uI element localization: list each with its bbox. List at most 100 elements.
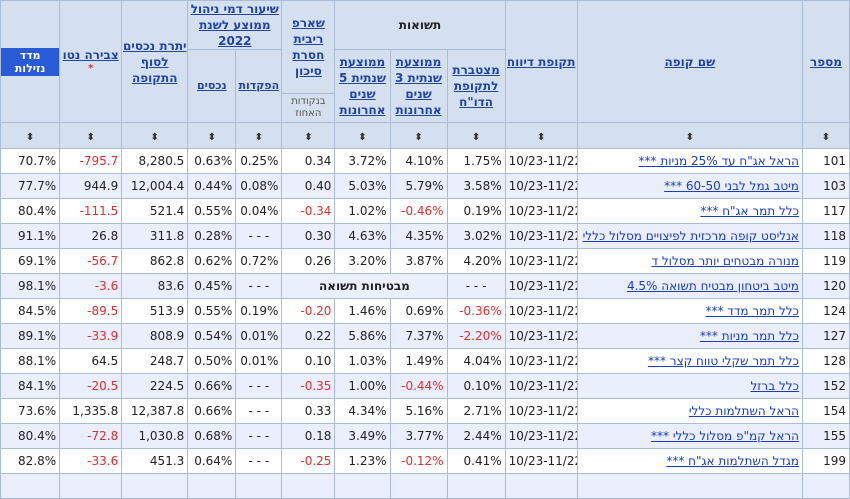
sharpe-ratio: 0.30 — [281, 223, 336, 249]
table-row: 154 הראל השתלמות כללי 10/23-11/22 2.71% 5.16… — [0, 398, 850, 424]
fund-number — [801, 473, 850, 499]
return-cumulative: 2.44% — [446, 423, 506, 449]
fee-assets: 0.55% — [187, 198, 237, 224]
fee-assets: 0.44% — [187, 173, 237, 199]
net-flow: 944.9 — [59, 173, 123, 199]
sharpe-ratio: -0.35 — [281, 373, 336, 399]
sort-avg3-icon[interactable]: ⬍ — [389, 122, 448, 149]
sort-liquidity-icon[interactable]: ⬍ — [0, 122, 61, 149]
fund-name-cell: הראל קמ"פ מסלול כללי *** — [576, 423, 803, 449]
fund-name-cell: כלל תמר מדד *** — [576, 298, 803, 324]
net-flow: -33.6 — [59, 448, 123, 474]
return-cumulative: 2.71% — [446, 398, 506, 424]
report-period: 10/23-11/22 — [504, 248, 578, 274]
sort-avg5-icon[interactable]: ⬍ — [334, 122, 391, 149]
col-period[interactable]: תקופת דיווח — [504, 0, 578, 123]
fee-assets: 0.28% — [187, 223, 237, 249]
fund-name-link[interactable]: מגדל השתלמות אג"ח *** — [666, 454, 799, 468]
fee-assets: 0.55% — [187, 298, 237, 324]
sharpe-ratio: 0.26 — [281, 248, 336, 274]
sort-sharpe-icon[interactable]: ⬍ — [281, 122, 336, 149]
fund-name-cell: אנליסט קופה מרכזית לפיצויים מסלול כללי — [576, 223, 803, 249]
sort-cum-icon[interactable]: ⬍ — [446, 122, 506, 149]
sort-arrows-icon: ⬍ — [207, 131, 216, 143]
fund-name-link[interactable]: כלל ברזל — [750, 379, 799, 393]
fund-number: 127 — [801, 323, 850, 349]
sort-name-icon[interactable]: ⬍ — [576, 122, 803, 149]
fund-name-cell: כלל תמר אג"ח *** — [576, 198, 803, 224]
sharpe-ratio — [281, 473, 336, 499]
required-star-icon: * — [88, 62, 94, 74]
return-avg-3y: 7.37% — [389, 323, 448, 349]
col-fees[interactable]: שיעור דמי ניהול ממוצע לשנת 2022 — [187, 0, 283, 50]
fund-name-cell: הראל אג"ח עד 25% מניות *** — [576, 148, 803, 174]
col-cumulative[interactable]: מצטברת לתקופת הדו"ח — [446, 49, 506, 123]
return-avg-5y: 4.63% — [334, 223, 391, 249]
fund-name-link[interactable]: הראל קמ"פ מסלול כללי *** — [651, 429, 799, 443]
fee-assets: 0.54% — [187, 323, 237, 349]
sort-arrows-icon: ⬍ — [471, 131, 481, 143]
sort-netflow-icon[interactable]: ⬍ — [59, 122, 123, 149]
sharpe-unit-label: בנקודות האחוז — [281, 93, 336, 123]
return-avg-5y: 3.49% — [334, 423, 391, 449]
total-assets: 12,004.4 — [121, 173, 189, 199]
report-period: 10/23-11/22 — [504, 348, 578, 374]
col-liquidity[interactable]: מדד נזילות — [0, 0, 61, 123]
table-row: 117 כלל תמר אג"ח *** 10/23-11/22 0.19% -0.46… — [0, 198, 850, 224]
fund-name-link[interactable]: אנליסט קופה מרכזית לפיצויים מסלול כללי — [582, 229, 799, 243]
liquidity-index: 77.7% — [0, 173, 61, 199]
total-assets: 224.5 — [121, 373, 189, 399]
sort-arrows-icon: ⬍ — [304, 131, 313, 143]
fund-name-link[interactable]: כלל תמר מדד *** — [705, 304, 799, 318]
liquidity-index-link[interactable]: מדד נזילות — [1, 47, 59, 76]
fund-name-link[interactable]: מיטב ביטחון מבטיח תשואה 4.5% — [626, 279, 799, 293]
report-period: 10/23-11/22 — [504, 323, 578, 349]
sort-fees-deposits-icon[interactable]: ⬍ — [235, 122, 283, 149]
liquidity-index — [0, 473, 61, 499]
sort-assets-icon[interactable]: ⬍ — [121, 122, 189, 149]
col-fees-deposits[interactable]: הפקדות — [235, 49, 283, 123]
report-period: 10/23-11/22 — [504, 223, 578, 249]
fund-name-link[interactable]: כלל תמר מניות *** — [699, 329, 799, 343]
fund-number: 120 — [801, 273, 850, 299]
fee-deposits: - - - — [235, 223, 283, 249]
fund-number: 155 — [801, 423, 850, 449]
liquidity-index: 84.1% — [0, 373, 61, 399]
table-row: 128 כלל תמר שקלי טווח קצר *** 10/23-11/22 4… — [0, 348, 850, 374]
return-avg-3y: 1.49% — [389, 348, 448, 374]
col-sharpe[interactable]: שארפ ריבית חסרת סיכון — [281, 0, 336, 94]
report-period: 10/23-11/22 — [504, 273, 578, 299]
fund-name-link[interactable]: הראל השתלמות כללי — [688, 404, 799, 418]
total-assets: 83.6 — [121, 273, 189, 299]
sort-fees-assets-icon[interactable]: ⬍ — [187, 122, 237, 149]
fee-assets: 0.63% — [187, 148, 237, 174]
table-row: 119 מנורה מבטחים יותר מסלול ד 10/23-11/22 4… — [0, 248, 850, 274]
sort-period-icon[interactable]: ⬍ — [504, 122, 578, 149]
fund-name-link[interactable]: מנורה מבטחים יותר מסלול ד — [651, 254, 799, 268]
net-flow: -56.7 — [59, 248, 123, 274]
fund-name-link[interactable]: מיטב גמל לבני 60-50 *** — [664, 179, 799, 193]
report-period: 10/23-11/22 — [504, 398, 578, 424]
col-name[interactable]: שם קופה — [576, 0, 803, 123]
return-cumulative: 0.10% — [446, 373, 506, 399]
fund-name-link[interactable]: הראל אג"ח עד 25% מניות *** — [638, 154, 799, 168]
fund-number: 128 — [801, 348, 850, 374]
col-assets[interactable]: יתרת נכסים לסוף התקופה — [121, 0, 189, 123]
net-flow: 64.5 — [59, 348, 123, 374]
col-netflow[interactable]: צבירה נטו * — [59, 0, 123, 123]
col-fees-assets[interactable]: נכסים — [187, 49, 237, 123]
fund-name-link[interactable]: כלל תמר שקלי טווח קצר *** — [647, 354, 799, 368]
col-avg3[interactable]: ממוצעת שנתית 3 שנים אחרונות — [389, 49, 448, 123]
col-num[interactable]: מספר — [801, 0, 850, 123]
sharpe-ratio: 0.10 — [281, 348, 336, 374]
sort-arrows-icon: ⬍ — [150, 131, 159, 143]
liquidity-index: 84.5% — [0, 298, 61, 324]
liquidity-index: 80.4% — [0, 423, 61, 449]
fund-number: 103 — [801, 173, 850, 199]
sort-arrows-icon: ⬍ — [536, 131, 546, 143]
sort-num-icon[interactable]: ⬍ — [801, 122, 850, 149]
fund-name-link[interactable]: כלל תמר אג"ח *** — [700, 204, 799, 218]
return-avg-3y: 0.69% — [389, 298, 448, 324]
sort-arrows-icon: ⬍ — [86, 131, 95, 143]
col-avg5[interactable]: ממוצעת שנתית 5 שנים אחרונות — [334, 49, 391, 123]
